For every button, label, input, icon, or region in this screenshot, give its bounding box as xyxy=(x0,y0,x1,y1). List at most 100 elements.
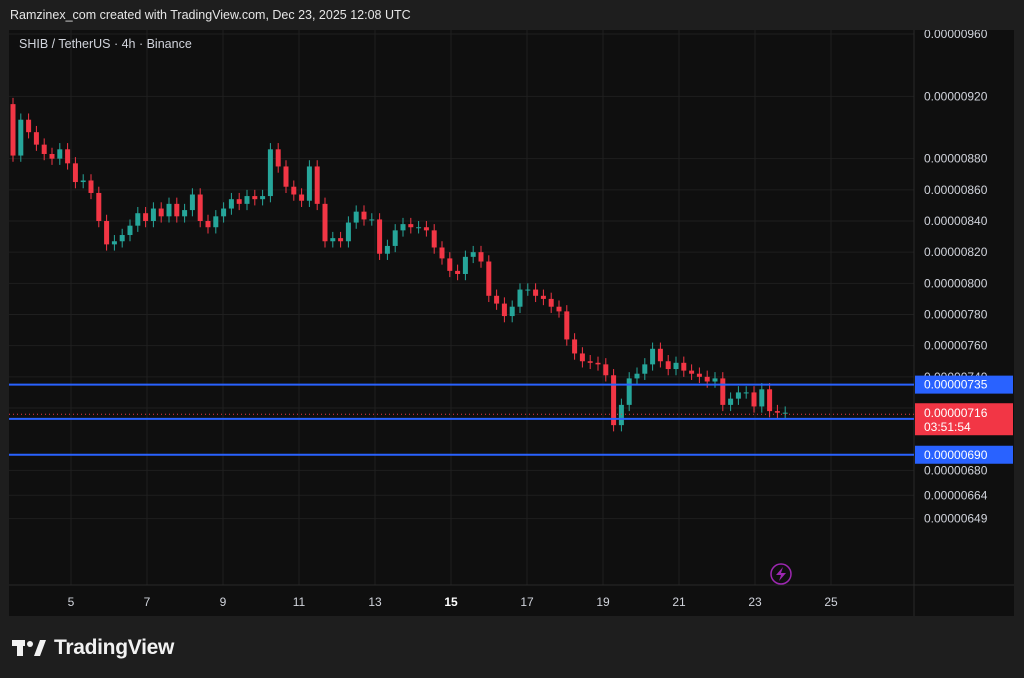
candle-body xyxy=(33,132,39,145)
candle-body xyxy=(423,227,429,231)
candle-body xyxy=(392,230,398,246)
chart-area[interactable]: 0.00000960 0.00000920 0.00000880 0.00000860… xyxy=(9,30,1014,616)
candle-body xyxy=(345,222,351,242)
candle-body xyxy=(41,144,47,154)
x-tick-label: 21 xyxy=(672,595,686,609)
candle-body xyxy=(384,245,390,254)
candle-body xyxy=(657,348,663,362)
candle-body xyxy=(299,194,305,201)
candle-body xyxy=(143,213,149,221)
candle-body xyxy=(174,203,180,217)
candle-body xyxy=(213,216,219,228)
horizontal-level-label-bg xyxy=(915,445,1013,464)
candle-body xyxy=(49,153,55,159)
candle-body xyxy=(782,412,788,414)
horizontal-level-label-bg xyxy=(915,375,1013,394)
candle-body xyxy=(548,298,554,307)
candle-body xyxy=(626,378,632,405)
candle-body xyxy=(720,378,726,405)
candle-body xyxy=(681,362,687,371)
candle-body xyxy=(525,289,531,291)
candle-body xyxy=(314,166,320,204)
candle-body xyxy=(26,119,32,133)
candle-body xyxy=(353,211,359,223)
candle-body xyxy=(96,192,102,221)
candle-body xyxy=(533,289,539,296)
candle-body xyxy=(735,392,741,399)
candle-body xyxy=(377,219,383,254)
x-tick-label: 11 xyxy=(293,595,306,609)
candle-body xyxy=(416,227,422,229)
candle-body xyxy=(751,392,757,407)
x-tick-label: 15 xyxy=(444,595,458,609)
candle-body xyxy=(369,219,375,221)
y-tick-label: 0.00000820 xyxy=(924,245,988,259)
tradingview-brand-text: TradingView xyxy=(54,636,175,659)
candle-body xyxy=(80,180,86,183)
candle-body xyxy=(540,295,546,299)
candle-body xyxy=(603,364,609,376)
x-tick-label: 17 xyxy=(520,595,534,609)
candle-body xyxy=(322,203,328,242)
candle-body xyxy=(361,211,367,220)
tradingview-logo[interactable]: TradingView xyxy=(12,636,174,660)
y-tick-label: 0.00000960 xyxy=(924,30,988,41)
candle-body xyxy=(88,180,94,193)
y-tick-label: 0.00000880 xyxy=(924,152,988,166)
candle-body xyxy=(119,235,125,242)
candle-body xyxy=(494,295,500,304)
candle-body xyxy=(330,238,336,242)
candle-body xyxy=(595,362,601,365)
candle-body xyxy=(431,230,437,248)
candle-body xyxy=(447,258,453,271)
candle-body xyxy=(10,104,16,156)
y-tick-label: 0.00000860 xyxy=(924,183,988,197)
y-tick-label: 0.00000800 xyxy=(924,276,988,290)
header-attribution: Ramzinex_com created with TradingView.co… xyxy=(10,8,411,22)
candle-body xyxy=(704,376,710,382)
candle-body xyxy=(696,373,702,377)
candle-body xyxy=(572,339,578,354)
x-tick-label: 25 xyxy=(824,595,838,609)
candle-body xyxy=(72,163,78,183)
horizontal-level-label: 0.00000690 xyxy=(924,448,988,462)
y-tick-label: 0.00000920 xyxy=(924,89,988,103)
candle-body xyxy=(228,199,234,209)
candle-body xyxy=(275,149,281,167)
candle-body xyxy=(182,210,188,217)
candle-body xyxy=(291,186,297,195)
candle-body xyxy=(400,224,406,231)
candle-body xyxy=(244,196,250,204)
candle-body xyxy=(611,375,617,426)
candle-body xyxy=(252,196,258,200)
candle-body xyxy=(556,306,562,312)
candle-body xyxy=(283,166,289,187)
lightning-icon xyxy=(770,563,792,585)
candle-body xyxy=(189,194,195,211)
candle-body xyxy=(150,208,156,221)
candle-body xyxy=(18,119,24,156)
last-price-label-bg xyxy=(915,403,1013,436)
candle-body xyxy=(618,404,624,426)
candle-body xyxy=(462,256,468,274)
candle-body xyxy=(439,247,445,259)
candle-body xyxy=(579,353,585,362)
candle-body xyxy=(338,238,344,242)
candle-body xyxy=(236,199,242,204)
candle-body xyxy=(65,149,71,164)
candle-body xyxy=(197,194,203,221)
candle-body xyxy=(689,370,695,374)
candle-body xyxy=(673,362,679,370)
candlestick-chart[interactable]: 0.00000960 0.00000920 0.00000880 0.00000860… xyxy=(9,30,1014,616)
y-tick-label: 0.00000780 xyxy=(924,308,988,322)
bar-countdown-timer: 03:51:54 xyxy=(924,420,971,434)
candle-body xyxy=(221,208,227,217)
candle-body xyxy=(665,361,671,370)
candle-body xyxy=(759,389,765,407)
x-tick-label: 7 xyxy=(144,595,151,609)
candle-body xyxy=(478,252,484,262)
candle-body xyxy=(509,306,515,317)
candle-body xyxy=(306,166,312,201)
lightning-icon-bolt xyxy=(776,567,786,581)
candle-body xyxy=(57,149,63,159)
